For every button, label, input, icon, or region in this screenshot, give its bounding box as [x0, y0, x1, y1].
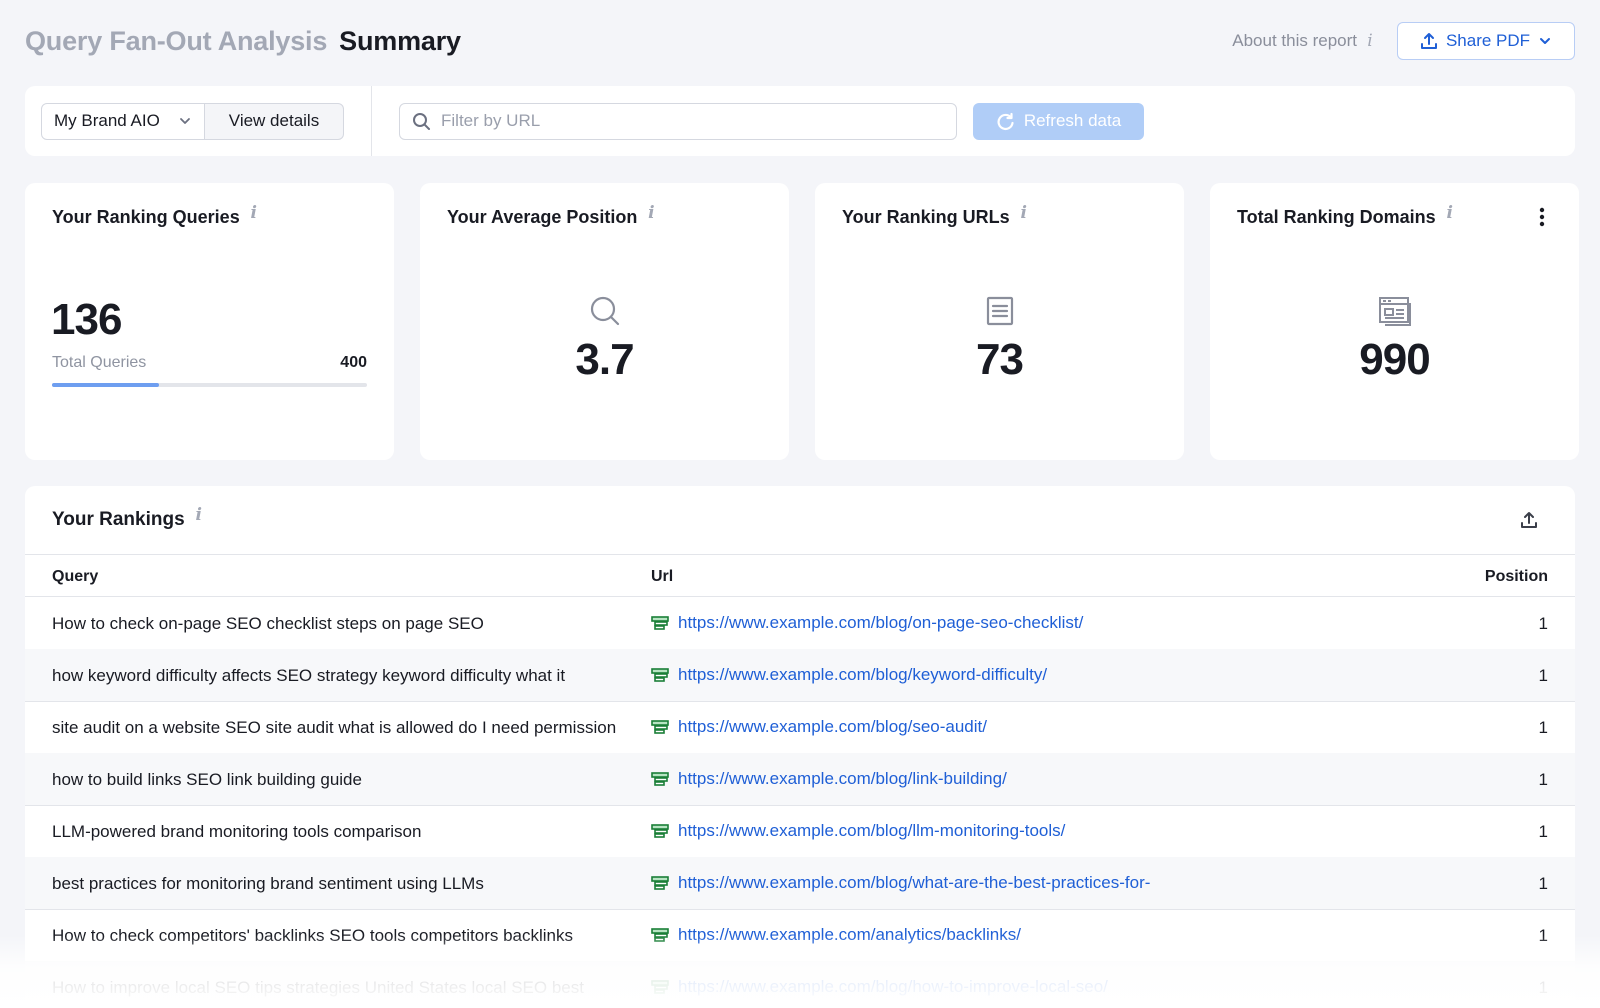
- table-title-wrap: Your Rankings i: [52, 505, 204, 531]
- rankings-table-card: Your Rankings i Query Url Position How t…: [25, 486, 1575, 1008]
- rank-feature-icon: [651, 824, 669, 838]
- page-header: Query Fan-Out Analysis Summary About thi…: [25, 0, 1575, 82]
- progress-label: Total Queries: [52, 354, 147, 371]
- average-position-value: 3.7: [575, 335, 634, 384]
- url-cell: https://www.example.com/blog/llm-monitor…: [651, 821, 1251, 841]
- column-header-position[interactable]: Position: [1484, 568, 1548, 585]
- card-title: Your Average Position: [447, 207, 638, 227]
- rank-feature-icon: [651, 668, 669, 682]
- info-icon[interactable]: i: [648, 202, 655, 223]
- query-cell: site audit on a website SEO site audit w…: [52, 718, 617, 737]
- chevron-down-icon: [180, 118, 190, 124]
- progress-max: 400: [340, 354, 367, 371]
- more-vertical-icon[interactable]: [1539, 207, 1545, 227]
- card-title: Total Ranking Domains: [1237, 207, 1436, 227]
- chevron-down-icon: [1540, 38, 1551, 44]
- query-cell: LLM-powered brand monitoring tools compa…: [52, 822, 422, 841]
- column-header-url[interactable]: Url: [651, 568, 674, 585]
- refresh-icon: [997, 112, 1014, 130]
- document-icon: [986, 296, 1013, 326]
- refresh-data-button[interactable]: Refresh data: [973, 102, 1144, 140]
- position-cell: 1: [1538, 874, 1548, 893]
- about-report-label: About this report: [1232, 31, 1357, 50]
- url-cell: https://www.example.com/blog/what-are-th…: [651, 873, 1251, 893]
- upload-icon: [1420, 33, 1437, 49]
- rankings-title: Your Rankings: [52, 509, 185, 530]
- url-cell: https://www.example.com/blog/keyword-dif…: [651, 665, 1251, 685]
- info-icon[interactable]: i: [195, 505, 202, 525]
- export-icon[interactable]: [1519, 510, 1539, 530]
- rank-feature-icon: [651, 772, 669, 786]
- report-title: Query Fan-Out Analysis: [25, 25, 328, 56]
- position-cell: 1: [1538, 770, 1548, 789]
- rank-feature-icon: [651, 876, 669, 890]
- average-position-card: Your Average Position i 3.7: [420, 183, 789, 460]
- card-title-wrap: Your Ranking URLs i: [842, 203, 1029, 228]
- card-title-wrap: Your Ranking Queries i: [52, 203, 259, 228]
- brand-select[interactable]: My Brand AIO: [41, 102, 205, 140]
- table-row: How to check on-page SEO checklist steps…: [25, 597, 1575, 650]
- about-report-link[interactable]: About this report i: [1232, 31, 1375, 51]
- ranking-queries-card: Your Ranking Queries i 136 Total Queries…: [25, 183, 394, 460]
- search-icon: [413, 112, 430, 130]
- scroll-fade-overlay: [0, 935, 1600, 1008]
- rank-feature-icon: [651, 616, 669, 630]
- query-cell: How to check on-page SEO checklist steps…: [52, 614, 484, 633]
- rank-feature-icon: [651, 720, 669, 734]
- table-row: how keyword difficulty affects SEO strat…: [25, 649, 1575, 702]
- filter-toolbar: My Brand AIO View details Filter by URL …: [25, 86, 1575, 156]
- url-cell: https://www.example.com/blog/seo-audit/: [651, 717, 1251, 737]
- position-cell: 1: [1538, 666, 1548, 685]
- view-details-button[interactable]: View details: [205, 102, 344, 140]
- table-row: LLM-powered brand monitoring tools compa…: [25, 805, 1575, 858]
- table-row: best practices for monitoring brand sent…: [25, 857, 1575, 910]
- column-header-query[interactable]: Query: [52, 568, 99, 585]
- ranking-queries-value: 136: [51, 295, 122, 344]
- url-link[interactable]: https://www.example.com/blog/link-buildi…: [678, 769, 1007, 788]
- page-title-group: Query Fan-Out Analysis Summary: [25, 26, 461, 57]
- position-cell: 1: [1538, 614, 1548, 633]
- ranking-domains-card: Total Ranking Domains i 990: [1210, 183, 1579, 460]
- position-cell: 1: [1538, 822, 1548, 841]
- ranking-urls-value: 73: [976, 335, 1024, 384]
- info-icon[interactable]: i: [1446, 202, 1453, 223]
- card-title-wrap: Total Ranking Domains i: [1237, 203, 1455, 228]
- share-pdf-button[interactable]: Share PDF: [1397, 22, 1575, 60]
- query-cell: how keyword difficulty affects SEO strat…: [52, 666, 566, 685]
- query-cell: how to build links SEO link building gui…: [52, 770, 362, 789]
- url-link[interactable]: https://www.example.com/blog/what-are-th…: [678, 873, 1151, 892]
- ranking-domains-value: 990: [1359, 335, 1430, 384]
- query-cell: best practices for monitoring brand sent…: [52, 874, 484, 893]
- queries-progress-bar: [52, 383, 367, 387]
- filter-url-placeholder: Filter by URL: [441, 111, 541, 130]
- card-title: Your Ranking Queries: [52, 207, 240, 227]
- url-cell: https://www.example.com/blog/link-buildi…: [651, 769, 1251, 789]
- ranking-urls-card: Your Ranking URLs i 73: [815, 183, 1184, 460]
- report-subtitle: Summary: [339, 25, 461, 56]
- queries-progress-fill: [52, 383, 160, 387]
- info-icon[interactable]: i: [250, 202, 257, 223]
- info-icon: i: [1367, 31, 1373, 51]
- header-actions: About this report i Share PDF: [1232, 22, 1575, 60]
- toolbar-divider: [371, 86, 372, 156]
- table-row: how to build links SEO link building gui…: [25, 753, 1575, 806]
- table-header: Query Url Position: [25, 554, 1575, 597]
- url-cell: https://www.example.com/blog/on-page-seo…: [651, 613, 1251, 633]
- url-link[interactable]: https://www.example.com/blog/llm-monitor…: [678, 821, 1066, 840]
- position-cell: 1: [1538, 718, 1548, 737]
- share-pdf-label: Share PDF: [1445, 31, 1531, 50]
- url-link[interactable]: https://www.example.com/blog/seo-audit/: [678, 717, 987, 736]
- card-title: Your Ranking URLs: [842, 207, 1010, 227]
- search-icon: [590, 296, 619, 326]
- filter-url-input[interactable]: Filter by URL: [399, 102, 957, 140]
- browser-window-icon: [1378, 297, 1411, 326]
- info-icon[interactable]: i: [1020, 202, 1027, 223]
- refresh-data-label: Refresh data: [1023, 111, 1122, 130]
- table-row: site audit on a website SEO site audit w…: [25, 701, 1575, 754]
- card-title-wrap: Your Average Position i: [447, 203, 656, 228]
- url-link[interactable]: https://www.example.com/blog/keyword-dif…: [678, 665, 1048, 684]
- brand-select-value: My Brand AIO: [54, 111, 160, 130]
- url-link[interactable]: https://www.example.com/blog/on-page-seo…: [678, 613, 1084, 632]
